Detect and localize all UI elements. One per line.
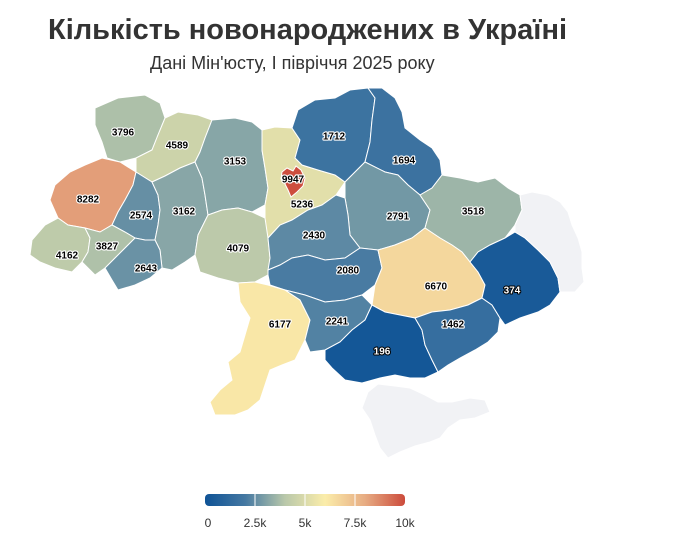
chart-subtitle: Дані Мін'юсту, І півріччя 2025 року bbox=[150, 53, 435, 73]
region-value-label-volyn: 3796 bbox=[112, 128, 135, 139]
region-value-label-kyiv-oblast: 5236 bbox=[291, 200, 314, 211]
region-value-label-kirovohrad: 2080 bbox=[337, 266, 360, 277]
region-value-label-lviv: 8282 bbox=[77, 195, 100, 206]
color-legend: 0 2.5k 5k 7.5k 10k bbox=[205, 494, 416, 530]
region-value-label-cherkasy: 2430 bbox=[303, 231, 326, 242]
region-value-label-zaporizhzhia: 1462 bbox=[442, 320, 465, 331]
region-value-label-vinnytsia: 4079 bbox=[227, 244, 250, 255]
region-value-label-chernihiv: 1712 bbox=[323, 132, 346, 143]
region-value-label-dnipropetrovsk: 6670 bbox=[425, 282, 448, 293]
region-value-label-ternopil: 2574 bbox=[130, 211, 153, 222]
region-value-label-khmelnytskyi: 3162 bbox=[173, 207, 196, 218]
region-value-label-donetsk: 374 bbox=[504, 286, 521, 297]
region-value-label-zakarpattia: 4162 bbox=[56, 251, 79, 262]
region-labels-layer: 3796 4589 8282 2574 3162 3153 5236 9947 4162 3827… bbox=[55, 126, 522, 358]
legend-tick-label: 7.5k bbox=[344, 516, 368, 530]
legend-tick-label: 5k bbox=[299, 516, 313, 530]
region-chernivtsi[interactable] bbox=[104, 237, 163, 291]
region-zaporizhzhia[interactable] bbox=[414, 297, 501, 373]
region-value-label-kyiv-city: 9947 bbox=[282, 175, 305, 186]
legend-tick-label: 0 bbox=[205, 516, 212, 530]
region-kyiv-city[interactable] bbox=[280, 165, 306, 198]
chart-title: Кількість новонароджених в Україні bbox=[48, 14, 568, 46]
region-value-label-chernivtsi: 2643 bbox=[135, 264, 158, 275]
region-value-label-zhytomyr: 3153 bbox=[224, 157, 247, 168]
region-value-label-rivne: 4589 bbox=[166, 141, 189, 152]
region-khmelnytskyi[interactable] bbox=[151, 161, 209, 271]
legend-tick-label: 2.5k bbox=[244, 516, 268, 530]
region-value-label-odesa: 6177 bbox=[269, 320, 292, 331]
legend-tick-label: 10k bbox=[395, 516, 415, 530]
region-crimea[interactable] bbox=[361, 383, 491, 459]
regions-layer bbox=[29, 87, 585, 459]
region-value-label-poltava: 2791 bbox=[387, 212, 410, 223]
region-value-label-kherson: 196 bbox=[374, 347, 391, 358]
region-value-label-sumy: 1694 bbox=[393, 156, 416, 167]
region-value-label-kharkiv: 3518 bbox=[462, 207, 485, 218]
region-value-label-ivano-frankivsk: 3827 bbox=[96, 242, 119, 253]
region-luhansk[interactable] bbox=[514, 191, 585, 293]
region-value-label-mykolaiv: 2241 bbox=[326, 317, 349, 328]
region-odesa[interactable] bbox=[209, 281, 311, 416]
